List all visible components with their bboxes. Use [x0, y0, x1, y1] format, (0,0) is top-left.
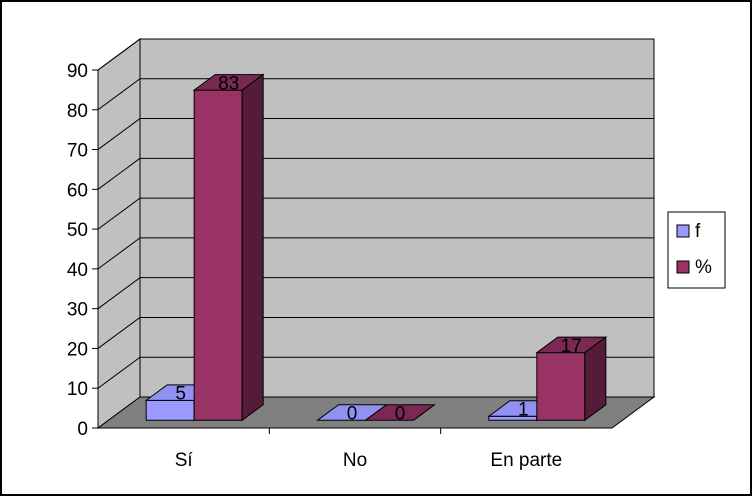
y-tick-labels: 0 10 20 30 40 50 60 70 80 90 — [67, 61, 88, 440]
gridline-side — [97, 237, 141, 270]
bar-side — [584, 336, 607, 422]
gridline-side — [97, 317, 141, 349]
gridline-side — [97, 197, 141, 230]
y-tick-label: 20 — [67, 339, 88, 360]
y-tick-label: 60 — [67, 180, 88, 201]
bars — [144, 73, 608, 422]
legend-swatch-f — [676, 224, 690, 238]
y-tick-label: 0 — [77, 419, 88, 440]
axes — [92, 69, 612, 434]
category-labels: Sí No En parte — [175, 450, 563, 471]
gridline-side — [97, 157, 141, 190]
y-tick-label: 10 — [67, 379, 88, 400]
data-label: 17 — [561, 336, 582, 357]
bar-f — [488, 415, 538, 421]
gridline-side — [97, 356, 141, 389]
data-labels: 5 83 0 0 1 17 — [175, 73, 582, 424]
data-label: 5 — [175, 384, 186, 405]
side-wall — [97, 38, 141, 429]
legend: f% — [667, 211, 726, 289]
y-tick-label: 70 — [67, 141, 88, 162]
gridline-side — [97, 118, 141, 150]
gridline-side — [97, 38, 141, 71]
y-tick-label: 80 — [67, 101, 88, 122]
category-label: Sí — [175, 450, 194, 471]
gridline-side — [97, 277, 141, 310]
data-label: 0 — [395, 404, 406, 425]
legend-label: f — [695, 221, 701, 242]
data-label: 0 — [347, 404, 358, 425]
bar-pct — [536, 352, 586, 421]
y-tick-label: 90 — [67, 61, 88, 82]
bar-pct — [193, 89, 243, 421]
gridline-side — [97, 78, 141, 111]
bar-side — [413, 404, 435, 421]
legend-swatch-pct — [676, 260, 690, 274]
data-label: 1 — [518, 400, 529, 421]
bar-side — [241, 73, 264, 422]
category-label: En parte — [490, 450, 562, 471]
bar-f — [145, 399, 195, 421]
legend-label: % — [695, 257, 712, 278]
y-tick-label: 50 — [67, 220, 88, 241]
data-label: 83 — [218, 73, 239, 94]
y-tick-label: 30 — [67, 300, 88, 321]
category-label: No — [343, 450, 367, 471]
y-tick-label: 40 — [67, 260, 88, 281]
